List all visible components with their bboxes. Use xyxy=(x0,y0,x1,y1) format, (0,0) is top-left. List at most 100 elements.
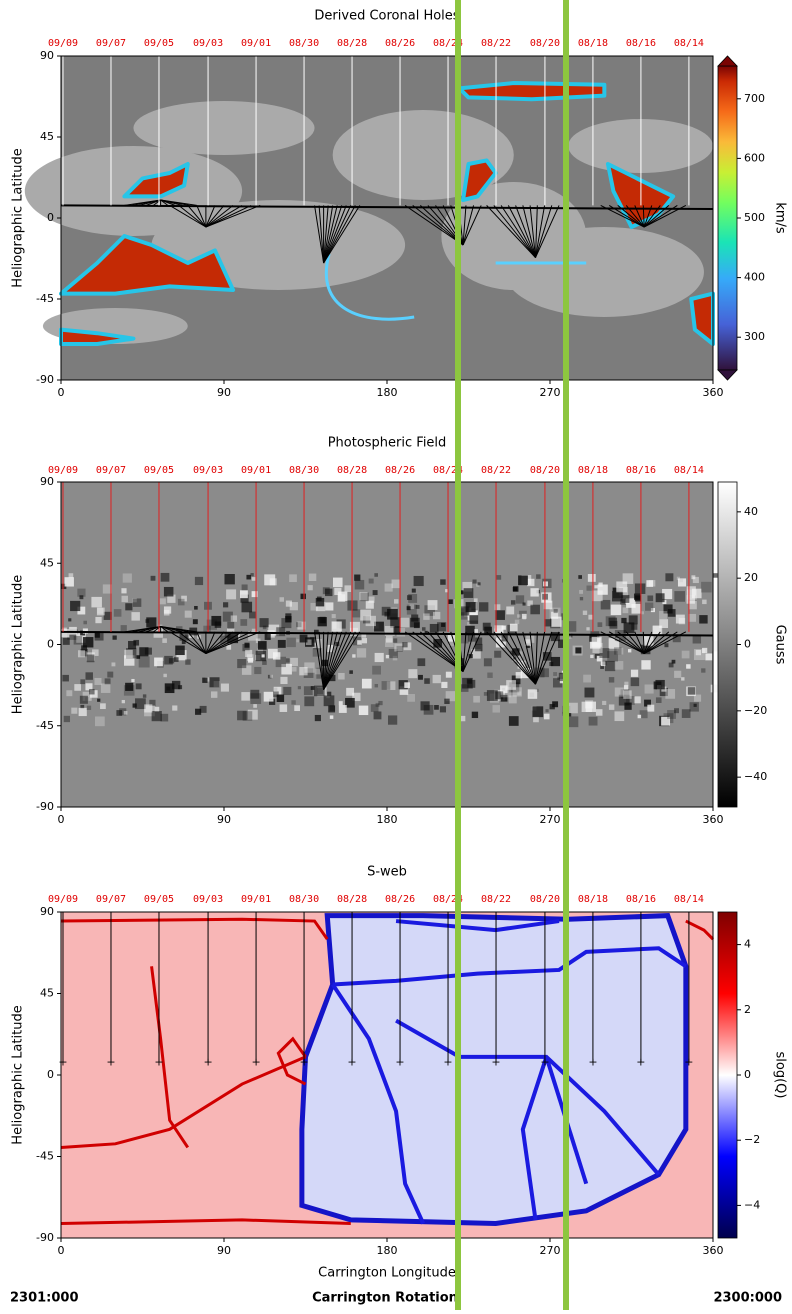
separatrix xyxy=(276,1036,307,1086)
field-pixel xyxy=(514,619,520,625)
field-pixel xyxy=(600,665,604,669)
field-line xyxy=(205,205,225,228)
field-pixel xyxy=(479,602,489,612)
field-pixel xyxy=(248,657,254,663)
field-pixel xyxy=(181,640,186,644)
field-pixel xyxy=(532,706,544,718)
field-line xyxy=(412,631,464,672)
field-pixel xyxy=(352,637,362,646)
field-pixel xyxy=(434,705,439,710)
field-pixel xyxy=(142,694,147,698)
field-pixel xyxy=(631,603,642,614)
field-pixel xyxy=(79,595,84,600)
field-pixel xyxy=(530,604,540,615)
field-pixel xyxy=(633,696,641,704)
field-pixel xyxy=(230,615,238,622)
field-line xyxy=(196,631,207,654)
field-pixel xyxy=(647,595,654,602)
field-pixel xyxy=(154,657,163,667)
date-marker: + xyxy=(106,1055,115,1068)
field-pixel xyxy=(245,649,253,657)
field-pixel xyxy=(322,587,330,595)
field-pixel xyxy=(346,687,355,696)
field-pixel xyxy=(403,642,412,651)
field-pixel xyxy=(623,690,632,699)
date-marker: + xyxy=(58,1055,67,1068)
blue-region xyxy=(299,913,689,1227)
field-pixel xyxy=(459,590,464,595)
field-pixel xyxy=(512,687,522,697)
field-pixel xyxy=(303,686,313,696)
colorbar-tick-label: 0 xyxy=(744,1068,751,1081)
field-pixel xyxy=(552,701,559,708)
neutral-ridge xyxy=(60,630,714,637)
field-pixel xyxy=(80,630,86,636)
separatrix xyxy=(150,966,190,1149)
y-axis-label: Heliographic Latitude xyxy=(11,148,26,287)
field-line xyxy=(507,205,536,258)
field-pixel xyxy=(385,654,390,659)
field-pixel xyxy=(612,587,617,592)
field-pixel xyxy=(460,606,470,616)
field-pixel xyxy=(517,614,521,618)
field-pixel xyxy=(241,584,248,591)
field-pixel xyxy=(240,594,249,603)
colorbar-tick-label: 0 xyxy=(744,638,751,651)
field-pixel xyxy=(149,699,156,707)
field-pixel xyxy=(508,695,517,704)
field-pixel xyxy=(226,628,235,636)
field-line xyxy=(600,631,645,654)
field-pixel xyxy=(249,611,256,619)
field-pixel xyxy=(291,666,297,672)
field-line xyxy=(145,625,161,633)
field-line xyxy=(169,631,207,654)
field-pixel xyxy=(524,639,532,646)
field-pixel xyxy=(181,595,187,602)
date-label: 09/05 xyxy=(144,894,174,905)
field-pixel xyxy=(279,704,288,712)
field-line xyxy=(643,204,678,228)
field-pixel xyxy=(411,588,416,593)
field-pixel xyxy=(159,598,166,605)
field-line xyxy=(462,205,475,246)
field-pixel xyxy=(432,611,441,620)
field-line xyxy=(323,631,343,690)
field-pixel xyxy=(691,575,696,580)
field-pixel xyxy=(623,622,635,634)
colorbar-tick-label: 600 xyxy=(744,151,765,164)
field-pixel xyxy=(224,573,235,585)
field-pixel xyxy=(486,690,498,701)
y-tick-label: -90 xyxy=(36,373,54,386)
field-pixel xyxy=(361,638,368,644)
field-pixel xyxy=(267,648,278,659)
field-pixel xyxy=(509,623,518,632)
field-pixel xyxy=(417,658,426,667)
field-pixel xyxy=(68,618,72,622)
panel-title: S-web xyxy=(367,865,407,880)
field-pixel xyxy=(289,657,298,667)
field-pixel xyxy=(131,678,135,683)
field-line xyxy=(323,631,329,690)
field-pixel xyxy=(545,709,549,713)
x-tick-label: 180 xyxy=(377,813,398,826)
field-pixel xyxy=(123,655,135,666)
field-pixel xyxy=(210,691,218,698)
field-pixel xyxy=(630,677,640,687)
field-pixel xyxy=(90,690,98,698)
field-pixel xyxy=(202,677,208,683)
field-pixel xyxy=(596,655,603,662)
field-pixel xyxy=(445,671,452,678)
footer-left: 2301:000 xyxy=(10,1291,79,1306)
field-pixel xyxy=(273,686,282,695)
field-pixel xyxy=(357,640,362,645)
field-pixel xyxy=(432,674,441,684)
field-pixel xyxy=(68,573,74,578)
field-pixel xyxy=(614,647,622,655)
field-pixel xyxy=(579,589,584,594)
x-tick-label: 0 xyxy=(58,813,65,826)
field-pixel xyxy=(598,582,603,587)
field-pixel xyxy=(69,626,77,635)
field-pixel xyxy=(693,694,702,702)
field-pixel xyxy=(501,625,506,630)
panel-title: Photospheric Field xyxy=(328,436,447,451)
